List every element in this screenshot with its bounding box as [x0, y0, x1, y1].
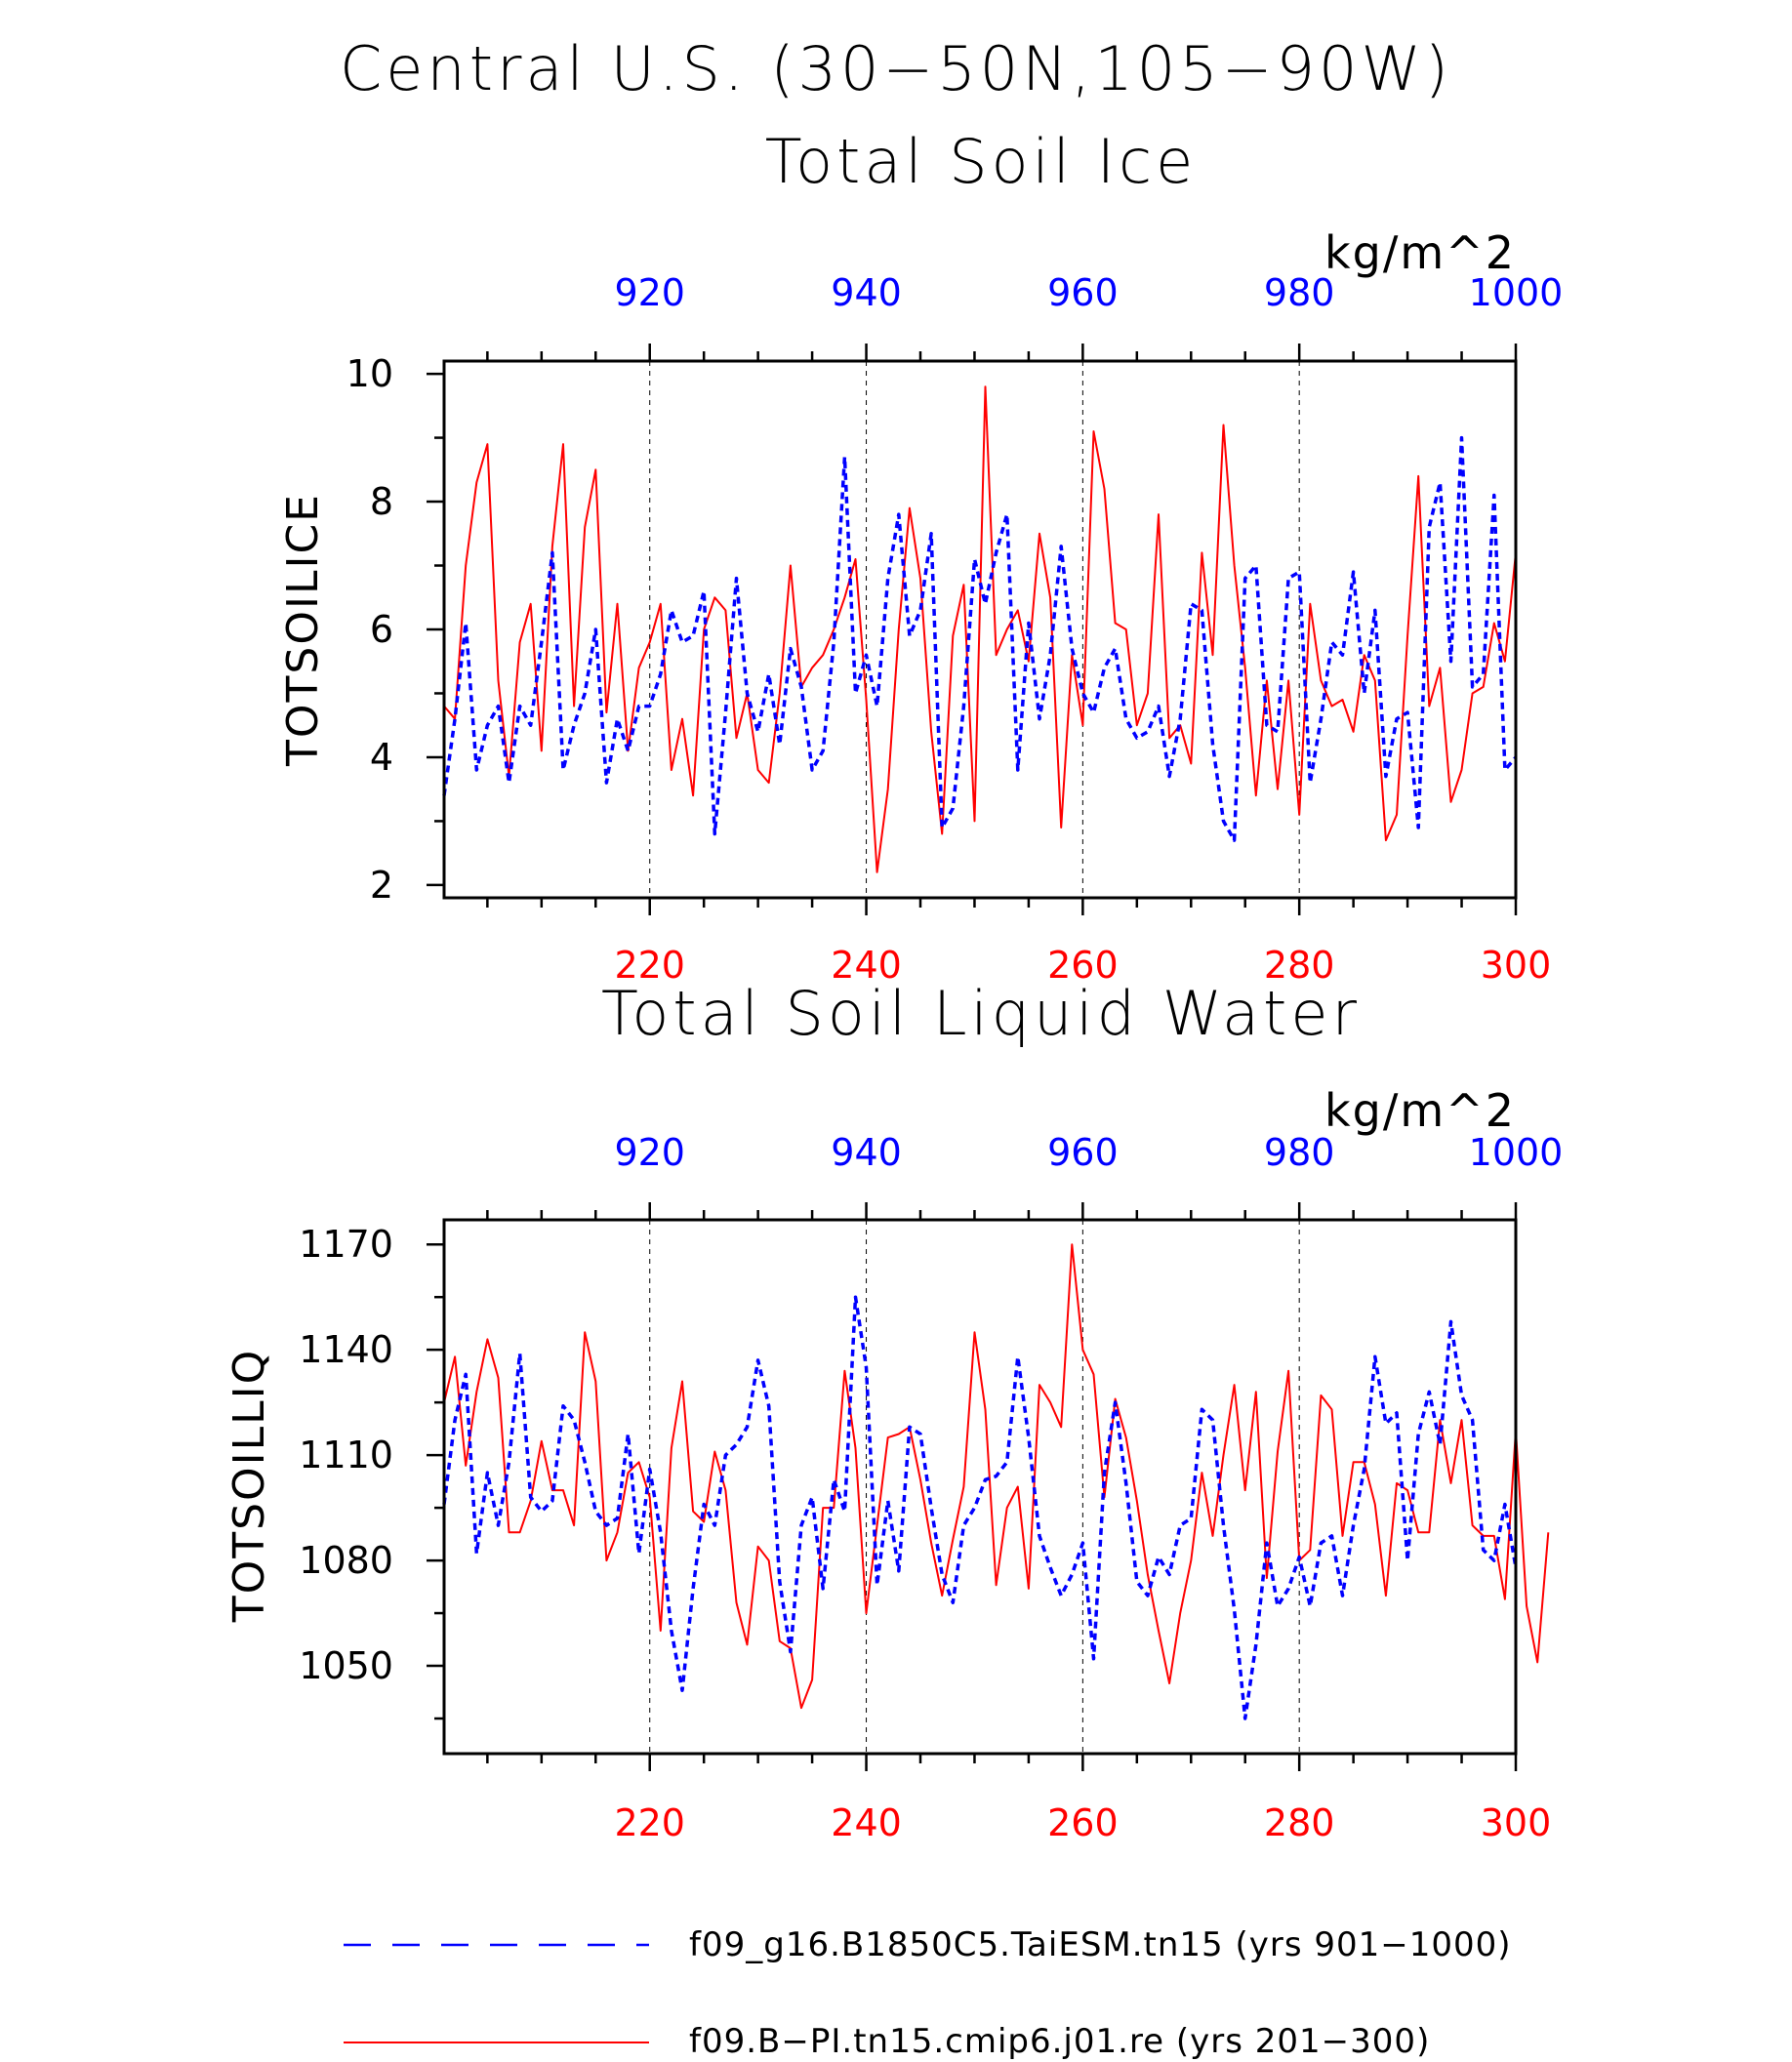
y-tick-label: 1140 [299, 1328, 393, 1371]
x-tick-label: 220 [614, 944, 685, 987]
y-axis-title: TOTSOILLIQ [224, 1349, 274, 1624]
panel-title: Total Soil Liquid Water [601, 978, 1361, 1049]
legend: f09_g16.B1850C5.TaiESM.tn15 (yrs 901−100… [344, 1925, 1512, 2061]
y-tick-label: 1080 [299, 1539, 393, 1582]
x-tick-label-top: 960 [1047, 271, 1119, 314]
plot-frame [442, 1218, 1518, 1756]
series-line-blue [442, 1295, 1518, 1720]
panel-title: Total Soil Ice [765, 126, 1197, 197]
y-tick-label: 10 [346, 352, 393, 395]
y-tick-label: 1110 [299, 1434, 393, 1476]
panel-total-soil-ice: Total Soil Ice kg/m^2 TOTSOILICE 220 240 2… [278, 126, 1563, 987]
x-tick-label: 280 [1264, 944, 1335, 987]
y-tick-label: 4 [370, 736, 393, 779]
units-label: kg/m^2 [1324, 1084, 1516, 1137]
series-line-blue [442, 435, 1518, 842]
x-tick-label: 300 [1481, 944, 1552, 987]
x-tick-label-top: 960 [1047, 1131, 1119, 1174]
series-line-red [443, 385, 1517, 873]
units-label: kg/m^2 [1324, 226, 1516, 279]
x-tick-label: 240 [831, 1801, 902, 1844]
y-tick-label: 6 [370, 608, 393, 651]
x-tick-label: 260 [1047, 944, 1119, 987]
x-tick-label: 240 [831, 944, 902, 987]
x-tick-label-top: 980 [1264, 1131, 1335, 1174]
x-tick-label: 280 [1264, 1801, 1335, 1844]
x-tick-label-top: 920 [614, 1131, 685, 1174]
legend-label-blue: f09_g16.B1850C5.TaiESM.tn15 (yrs 901−100… [689, 1925, 1512, 1964]
y-tick-label: 1050 [299, 1644, 393, 1687]
y-tick-label: 2 [370, 864, 393, 907]
x-tick-label-top: 1000 [1469, 1131, 1564, 1174]
x-tick-label-top: 940 [831, 271, 902, 314]
figure-title: Central U.S. (30−50N,105−90W) [340, 33, 1452, 104]
y-axis-title: TOTSOILICE [278, 493, 328, 767]
x-tick-label-top: 920 [614, 271, 685, 314]
x-tick-label-top: 1000 [1469, 271, 1564, 314]
y-tick-label: 8 [370, 480, 393, 523]
x-tick-label: 220 [614, 1801, 685, 1844]
y-tick-label: 1170 [299, 1223, 393, 1266]
x-tick-label-top: 940 [831, 1131, 902, 1174]
x-tick-label-top: 980 [1264, 271, 1335, 314]
x-tick-label: 260 [1047, 1801, 1119, 1844]
panel-total-soil-liquid-water: Total Soil Liquid Water kg/m^2 TOTSOILLI… [224, 978, 1563, 1844]
legend-label-red: f09.B−PI.tn15.cmip6.j01.re (yrs 201−300) [689, 2022, 1430, 2061]
x-tick-label: 300 [1481, 1801, 1552, 1844]
